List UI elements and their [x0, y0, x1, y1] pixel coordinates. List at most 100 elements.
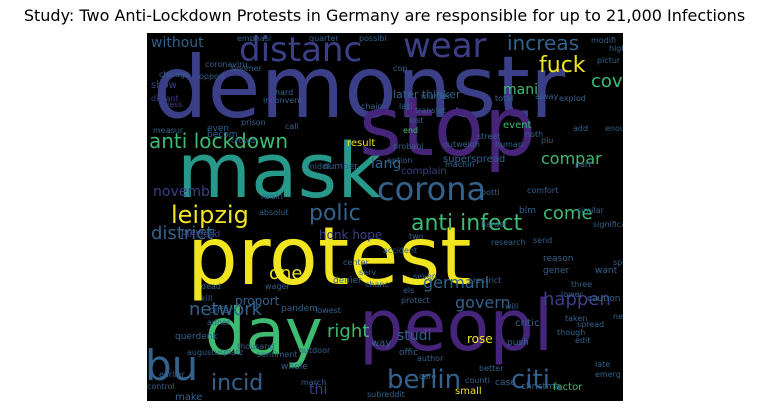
cloud-word: noth: [525, 130, 544, 139]
cloud-word: adher: [207, 318, 231, 327]
cloud-word: call: [285, 122, 299, 131]
cloud-word: chair: [361, 102, 381, 111]
cloud-word: critic: [515, 318, 540, 329]
cloud-word: dead: [201, 282, 221, 291]
cloud-word: end: [403, 126, 419, 135]
cloud-word: want: [595, 266, 618, 276]
cloud-word: machin: [445, 160, 475, 169]
cloud-word: center: [343, 258, 369, 267]
cloud-word: factor: [553, 382, 583, 393]
cloud-word: berlin: [387, 365, 462, 395]
cloud-word: demonstr: [153, 38, 566, 138]
cloud-word: chicago: [159, 70, 190, 79]
cloud-word: prison: [241, 118, 266, 127]
cloud-word: fuck: [539, 53, 586, 78]
cloud-word: send: [533, 236, 553, 245]
cloud-word: wear: [403, 33, 487, 66]
cloud-word: option: [387, 156, 413, 165]
cloud-word: novemb: [153, 184, 210, 200]
cloud-word: similar: [577, 206, 604, 215]
cloud-word: instead: [187, 230, 221, 240]
cloud-word: mani: [503, 82, 538, 98]
cloud-word: bottl: [481, 188, 500, 197]
cloud-word: later thinker: [393, 88, 461, 101]
cloud-word: make: [175, 392, 203, 402]
cloud-word: day: [205, 296, 323, 370]
cloud-word: case: [495, 378, 516, 388]
cloud-word: sentiment: [257, 350, 298, 359]
cloud-word: offic: [399, 348, 419, 358]
cloud-word: chanc: [365, 280, 389, 289]
cloud-word: quarter: [309, 34, 339, 43]
cloud-word: lowest: [315, 306, 341, 315]
cloud-word: part: [575, 160, 592, 169]
cloud-word: incid: [211, 371, 264, 396]
cloud-word: human: [495, 140, 523, 149]
cloud-word: peopl: [359, 285, 554, 367]
cloud-word: two: [409, 232, 424, 241]
cloud-word: protest: [187, 210, 472, 303]
cloud-word: way: [371, 338, 392, 349]
cloud-word: christma: [521, 382, 561, 392]
cloud-word: counti: [465, 376, 490, 385]
cloud-word: significantli: [593, 220, 623, 229]
cloud-word: lost: [409, 116, 424, 125]
cloud-word: differ: [209, 306, 233, 316]
cloud-word: bu: [147, 341, 199, 390]
cloud-word: result: [347, 138, 376, 149]
cloud-word: probabl: [393, 142, 424, 151]
cloud-word: add: [573, 124, 589, 133]
cloud-word: compar: [541, 149, 602, 168]
cloud-word: honk hope: [319, 228, 383, 242]
cloud-word: without: [151, 35, 204, 51]
cloud-word: stop: [359, 80, 537, 175]
cloud-word: taken: [565, 314, 588, 323]
cloud-word: high: [609, 44, 623, 53]
cloud-word: increas: [507, 33, 579, 55]
cloud-word: govern: [455, 293, 511, 312]
cloud-word: prevent: [181, 228, 216, 238]
cloud-word: total: [495, 94, 514, 103]
cloud-word: lang: [371, 156, 402, 172]
cloud-word: anti lockdown: [149, 129, 289, 153]
cloud-word: author: [417, 354, 444, 363]
cloud-word: modifi: [591, 36, 617, 45]
word-cloud: demonstr protest stop mask peopl day dis…: [147, 33, 623, 401]
cloud-word: proport: [235, 294, 280, 308]
cloud-word: translat: [415, 106, 446, 115]
cloud-word: march: [301, 378, 327, 387]
cloud-word: hard: [275, 88, 294, 97]
cloud-word: oppon: [199, 72, 225, 81]
cloud-word: distanc: [239, 33, 363, 70]
cloud-word: corona: [377, 170, 487, 208]
cloud-word: network: [189, 299, 263, 320]
cloud-word: late: [595, 360, 611, 369]
cloud-word: cop: [393, 64, 408, 73]
cloud-word: better: [479, 364, 504, 373]
cloud-word: murder: [421, 92, 451, 101]
cloud-word: caution: [587, 294, 621, 304]
cloud-word: absolut: [259, 208, 289, 217]
cloud-word: emphasi: [237, 34, 272, 43]
cloud-word: explod: [559, 94, 586, 103]
cloud-word: complain: [401, 166, 447, 177]
cloud-word: mask: [177, 126, 382, 215]
cloud-word: speci: [613, 258, 623, 267]
cloud-word: pictur: [597, 56, 621, 65]
cloud-word: research: [491, 238, 526, 247]
cloud-word: germani: [423, 273, 490, 292]
chart-title: Study: Two Anti-Lockdown Protests in Ger…: [23, 6, 746, 25]
cloud-word: superspread: [443, 154, 506, 165]
cloud-word: rose: [467, 332, 493, 346]
cloud-word: leipzig: [171, 201, 249, 229]
cloud-word: denier: [333, 276, 362, 286]
cloud-word: harder: [481, 220, 508, 229]
cloud-word: gener: [543, 266, 570, 276]
cloud-word: boomer: [231, 64, 262, 73]
cloud-word: subreddit: [367, 390, 405, 399]
cloud-word: raisin: [261, 192, 283, 201]
cloud-word: lazi: [399, 102, 413, 111]
cloud-word: one: [269, 263, 303, 284]
cloud-word: reason: [543, 254, 574, 264]
cloud-word: possibl: [359, 34, 387, 43]
